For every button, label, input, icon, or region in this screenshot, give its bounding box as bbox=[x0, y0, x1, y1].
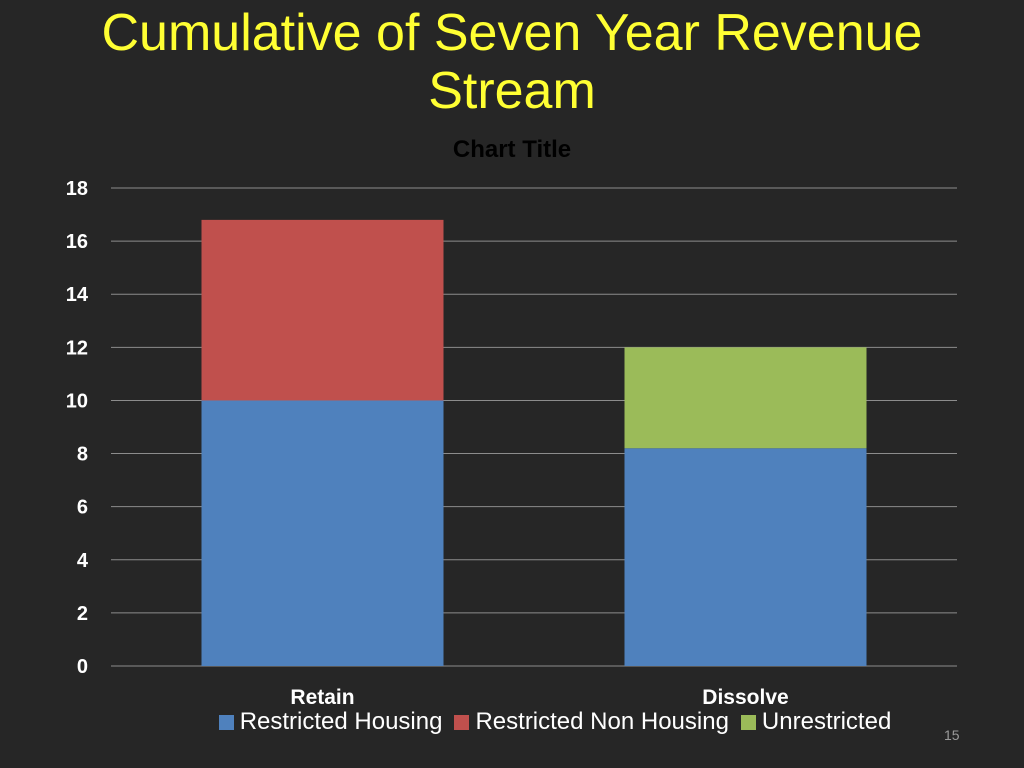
y-tick-label: 10 bbox=[66, 390, 88, 412]
bar-segment-restricted-housing bbox=[201, 400, 444, 666]
slide-number: 15 bbox=[944, 727, 960, 743]
x-category-label: Dissolve bbox=[702, 686, 788, 709]
y-tick-label: 18 bbox=[66, 178, 88, 200]
bar-segment-restricted-non-housing bbox=[201, 219, 444, 401]
legend-item: Restricted Non Housing bbox=[454, 708, 729, 736]
legend-swatch bbox=[218, 714, 234, 730]
y-tick-label: 12 bbox=[66, 337, 88, 359]
legend-label: Unrestricted bbox=[761, 708, 892, 735]
y-tick-label: 6 bbox=[77, 497, 88, 519]
legend-label: Restricted Non Housing bbox=[475, 708, 729, 735]
y-tick-label: 0 bbox=[77, 656, 88, 678]
bar-segment-restricted-housing bbox=[624, 448, 867, 666]
slide-title: Cumulative of Seven Year Revenue Stream bbox=[0, 4, 1024, 120]
legend-item: Unrestricted bbox=[740, 708, 892, 736]
slide-title-line-1: Cumulative of Seven Year Revenue bbox=[101, 4, 923, 62]
bar-segment-unrestricted bbox=[624, 347, 867, 449]
y-tick-label: 2 bbox=[77, 603, 88, 625]
y-tick-label: 16 bbox=[66, 231, 88, 253]
x-category-label: Retain bbox=[290, 686, 354, 709]
legend-item: Restricted Housing bbox=[218, 708, 443, 736]
y-tick-label: 4 bbox=[77, 550, 89, 572]
legend-swatch bbox=[454, 714, 470, 730]
y-tick-label: 14 bbox=[66, 284, 89, 306]
bars bbox=[201, 219, 867, 666]
chart-legend: Restricted Housing Restricted Non Housing… bbox=[0, 708, 1024, 736]
y-tick-label: 8 bbox=[77, 444, 88, 466]
slide-title-line-2: Stream bbox=[428, 62, 596, 120]
y-axis-tick-labels: 0 2 4 6 8 10 12 14 16 18 bbox=[66, 178, 89, 678]
chart-title: Chart Title bbox=[453, 136, 571, 163]
x-axis-category-labels: Retain Dissolve bbox=[290, 686, 788, 709]
legend-swatch bbox=[740, 714, 756, 730]
legend-label: Restricted Housing bbox=[239, 708, 443, 735]
